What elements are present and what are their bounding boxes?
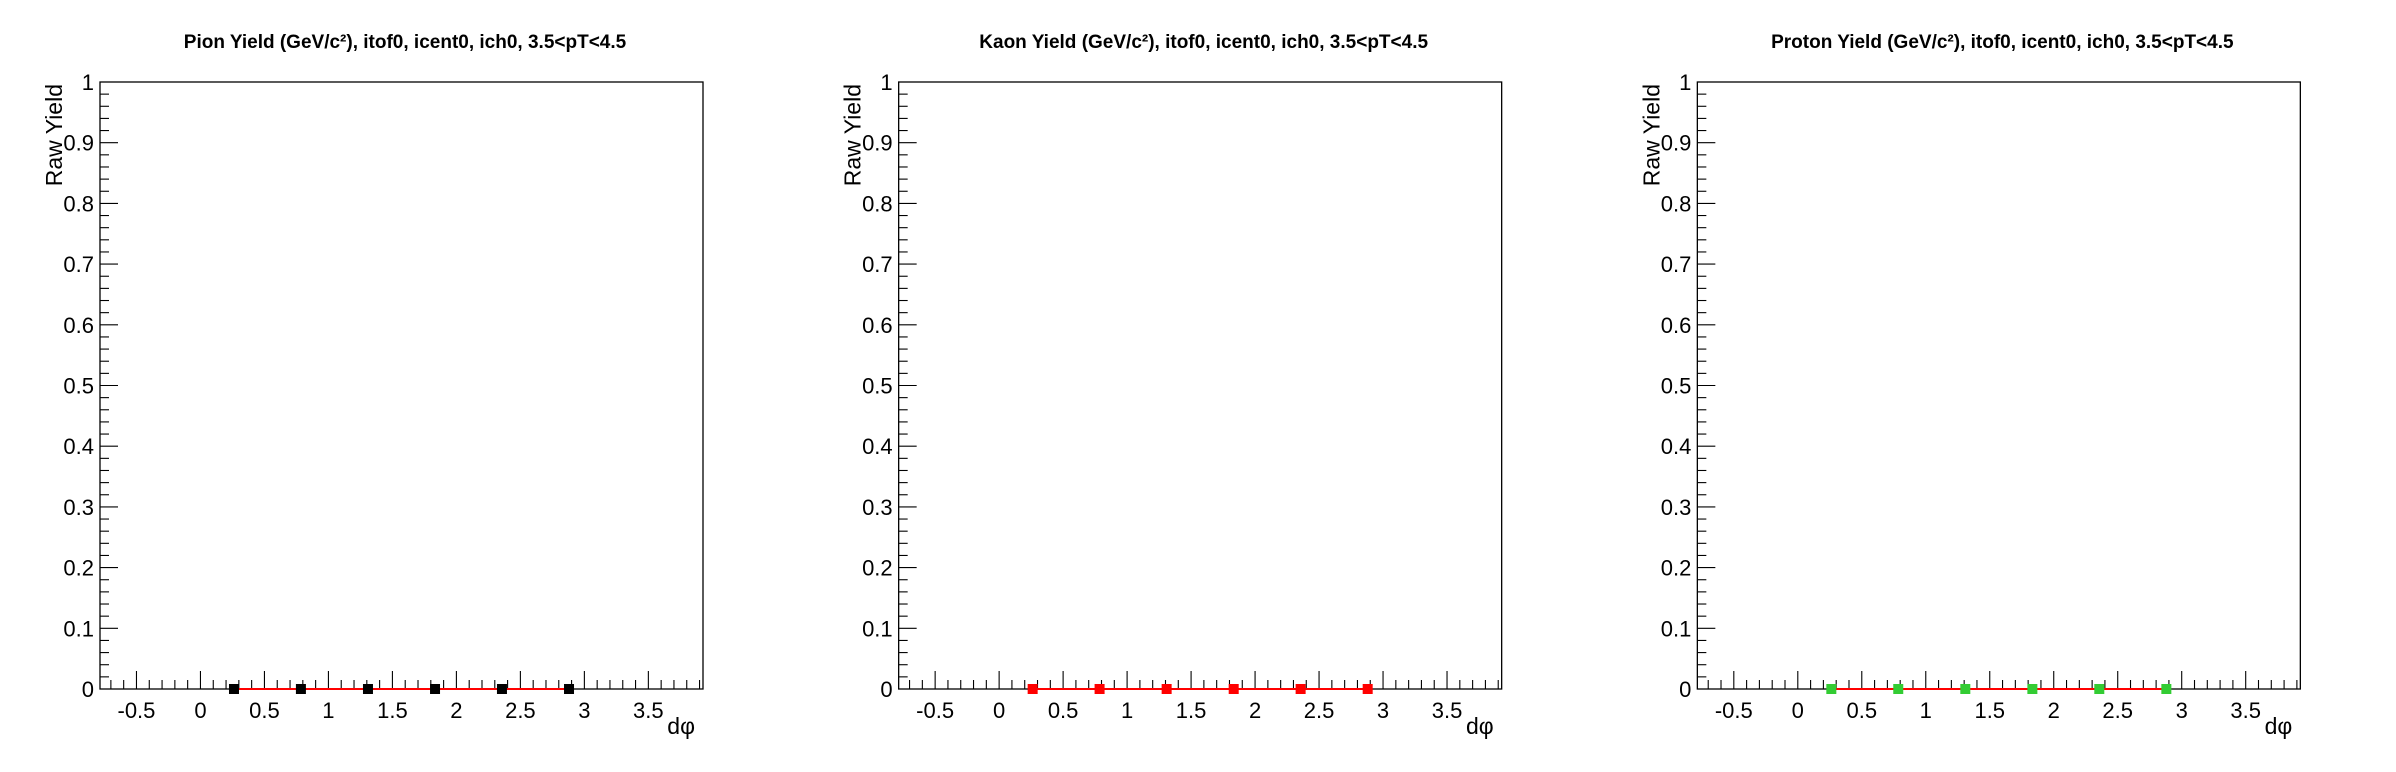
data-point	[295, 684, 306, 694]
x-tick-label: 3	[578, 698, 590, 723]
x-tick-label: 1.5	[377, 698, 408, 723]
x-tick-label: 0.5	[1846, 698, 1877, 723]
y-tick-label: 0.4	[1661, 434, 1692, 459]
x-tick-label: 1	[322, 698, 334, 723]
y-tick-label: 1	[880, 70, 892, 95]
x-tick-label: 2	[1249, 698, 1261, 723]
data-point	[496, 684, 507, 694]
y-tick-label: 0	[1679, 677, 1691, 702]
y-tick-label: 0.1	[862, 616, 893, 641]
x-tick-label: 1.5	[1974, 698, 2005, 723]
y-tick-label: 0.4	[63, 434, 94, 459]
x-tick-label: 0	[993, 698, 1005, 723]
y-tick-label: 0	[880, 677, 892, 702]
y-tick-label: 0.9	[862, 131, 893, 156]
y-tick-label: 0.3	[1661, 495, 1692, 520]
data-point	[1362, 684, 1373, 694]
x-tick-label: -0.5	[1715, 698, 1753, 723]
x-tick-label: -0.5	[118, 698, 156, 723]
x-tick-label: 3.5	[2230, 698, 2261, 723]
data-point	[1027, 684, 1038, 694]
y-tick-label: 0.5	[862, 374, 893, 399]
x-tick-label: 1.5	[1176, 698, 1207, 723]
chart-title: Proton Yield (GeV/c²), itof0, icent0, ic…	[1771, 32, 2234, 53]
x-tick-label: 0	[194, 698, 206, 723]
kaon-yield-panel: Kaon Yield (GeV/c²), itof0, icent0, ich0…	[840, 32, 1503, 739]
x-tick-label: 2.5	[2102, 698, 2133, 723]
x-tick-label: 2.5	[505, 698, 536, 723]
y-tick-label: 0.6	[862, 313, 893, 338]
data-point	[1960, 684, 1971, 694]
y-tick-label: 0.3	[862, 495, 893, 520]
x-tick-label: 3.5	[1432, 698, 1463, 723]
y-tick-label: 0.8	[63, 191, 94, 216]
pion-yield-panel: Pion Yield (GeV/c²), itof0, icent0, ich0…	[41, 32, 704, 739]
data-point	[228, 684, 239, 694]
x-axis-title: dφ	[1466, 713, 1494, 739]
data-point	[1094, 684, 1105, 694]
plot-frame	[99, 81, 704, 690]
y-tick-label: 0.1	[1661, 616, 1692, 641]
y-axis-title: Raw Yield	[1638, 84, 1664, 186]
data-point	[1161, 684, 1172, 694]
x-axis-title: dφ	[2265, 713, 2293, 739]
x-tick-label: 3	[1377, 698, 1389, 723]
x-tick-label: 1	[1920, 698, 1932, 723]
y-tick-label: 0.7	[63, 252, 94, 277]
y-tick-label: 0.2	[63, 556, 94, 581]
data-point	[2094, 684, 2105, 694]
x-tick-label: -0.5	[916, 698, 954, 723]
proton-yield-panel: Proton Yield (GeV/c²), itof0, icent0, ic…	[1638, 32, 2301, 739]
data-point	[1295, 684, 1306, 694]
y-tick-label: 0.8	[862, 191, 893, 216]
y-tick-label: 0	[82, 677, 94, 702]
data-point	[430, 684, 441, 694]
data-point	[564, 684, 575, 694]
y-tick-label: 0.8	[1661, 191, 1692, 216]
y-tick-label: 0.5	[63, 374, 94, 399]
y-axis-title: Raw Yield	[41, 84, 67, 186]
plot-frame	[898, 81, 1503, 690]
x-tick-label: 2	[2048, 698, 2060, 723]
y-tick-label: 0.9	[63, 131, 94, 156]
y-tick-label: 0.6	[1661, 313, 1692, 338]
x-tick-label: 2	[450, 698, 462, 723]
x-tick-label: 3	[2176, 698, 2188, 723]
data-point	[362, 684, 373, 694]
y-tick-label: 0.2	[862, 556, 893, 581]
y-tick-label: 0.3	[63, 495, 94, 520]
data-point	[1228, 684, 1239, 694]
y-tick-label: 0.1	[63, 616, 94, 641]
x-tick-label: 1	[1121, 698, 1133, 723]
data-point	[2161, 684, 2172, 694]
y-tick-label: 0.9	[1661, 131, 1692, 156]
chart-title: Pion Yield (GeV/c²), itof0, icent0, ich0…	[184, 32, 627, 53]
data-point	[1826, 684, 1837, 694]
x-tick-label: 0.5	[1048, 698, 1079, 723]
x-tick-label: 3.5	[633, 698, 664, 723]
y-tick-label: 0.5	[1661, 374, 1692, 399]
x-tick-label: 0.5	[249, 698, 280, 723]
y-tick-label: 0.2	[1661, 556, 1692, 581]
y-tick-label: 1	[1679, 70, 1691, 95]
y-tick-label: 1	[82, 70, 94, 95]
y-tick-label: 0.7	[862, 252, 893, 277]
x-tick-label: 2.5	[1304, 698, 1335, 723]
y-tick-label: 0.6	[63, 313, 94, 338]
x-axis-title: dφ	[667, 713, 695, 739]
x-tick-label: 0	[1792, 698, 1804, 723]
y-tick-label: 0.7	[1661, 252, 1692, 277]
y-tick-label: 0.4	[862, 434, 893, 459]
plot-frame	[1696, 81, 2301, 690]
y-axis-title: Raw Yield	[840, 84, 866, 186]
data-point	[1893, 684, 1904, 694]
chart-title: Kaon Yield (GeV/c²), itof0, icent0, ich0…	[979, 32, 1428, 53]
data-point	[2027, 684, 2038, 694]
